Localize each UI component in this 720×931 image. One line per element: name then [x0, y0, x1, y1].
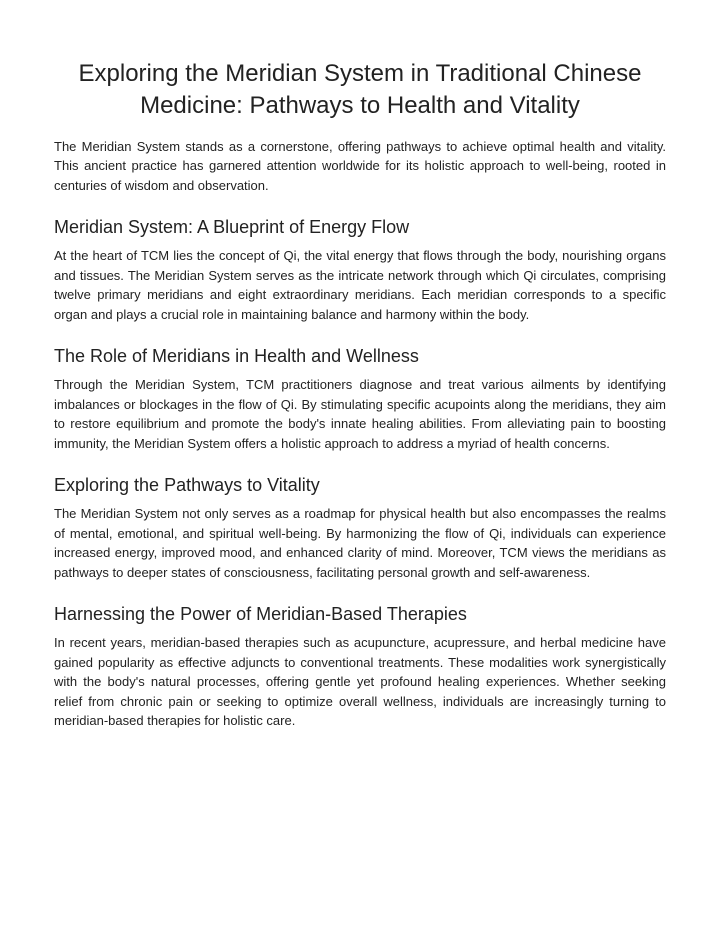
- section-body: In recent years, meridian-based therapie…: [54, 633, 666, 731]
- section-body: The Meridian System not only serves as a…: [54, 504, 666, 582]
- section-body: At the heart of TCM lies the concept of …: [54, 246, 666, 324]
- section-heading: The Role of Meridians in Health and Well…: [54, 346, 666, 367]
- section-heading: Exploring the Pathways to Vitality: [54, 475, 666, 496]
- document-title: Exploring the Meridian System in Traditi…: [54, 58, 666, 123]
- section-heading: Harnessing the Power of Meridian-Based T…: [54, 604, 666, 625]
- section-heading: Meridian System: A Blueprint of Energy F…: [54, 217, 666, 238]
- section-body: Through the Meridian System, TCM practit…: [54, 375, 666, 453]
- intro-paragraph: The Meridian System stands as a cornerst…: [54, 137, 666, 196]
